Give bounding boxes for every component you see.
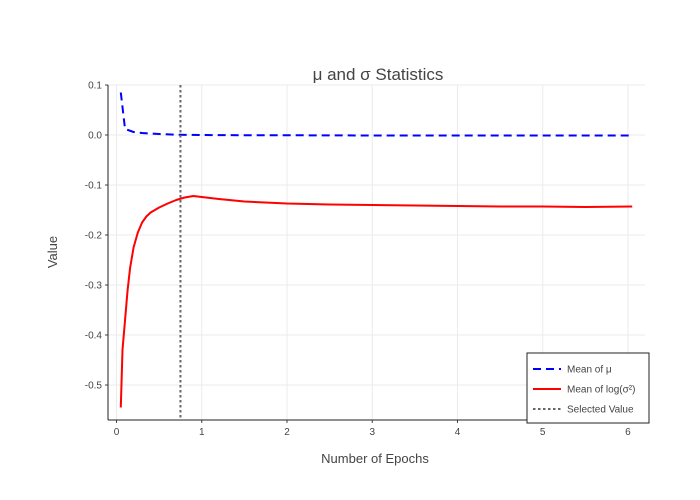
x-tick-label: 1 [199,427,205,438]
legend-entry: Mean of log(σ²) [567,385,635,396]
y-tick-label: -0.5 [85,381,103,392]
x-tick-label: 2 [284,427,290,438]
legend: Mean of μ Mean of log(σ²) Selected Value [526,352,650,424]
y-tick-label: -0.4 [85,331,103,342]
x-tick-label: 0 [114,427,120,438]
x-axis-label: Number of Epochs [321,451,429,466]
x-tick-label: 5 [540,427,546,438]
series-mean-of-line [119,92,633,137]
y-tick-label: -0.3 [85,281,103,292]
y-tick-label: -0.1 [85,181,103,192]
y-tick-label: -0.2 [85,231,103,242]
series [119,85,633,420]
x-tick-label: 4 [455,427,461,438]
legend-entry: Mean of μ [567,365,612,376]
x-tick-label: 3 [369,427,375,438]
x-tick-label: 6 [625,427,631,438]
series-mean-of-log-line [119,195,633,408]
y-axis-label: Value [45,236,60,268]
y-tick-label: 0.0 [88,131,102,142]
y-tick-label: 0.1 [88,81,102,92]
legend-entry: Selected Value [567,405,634,416]
chart-title: μ and σ Statistics [313,65,444,84]
